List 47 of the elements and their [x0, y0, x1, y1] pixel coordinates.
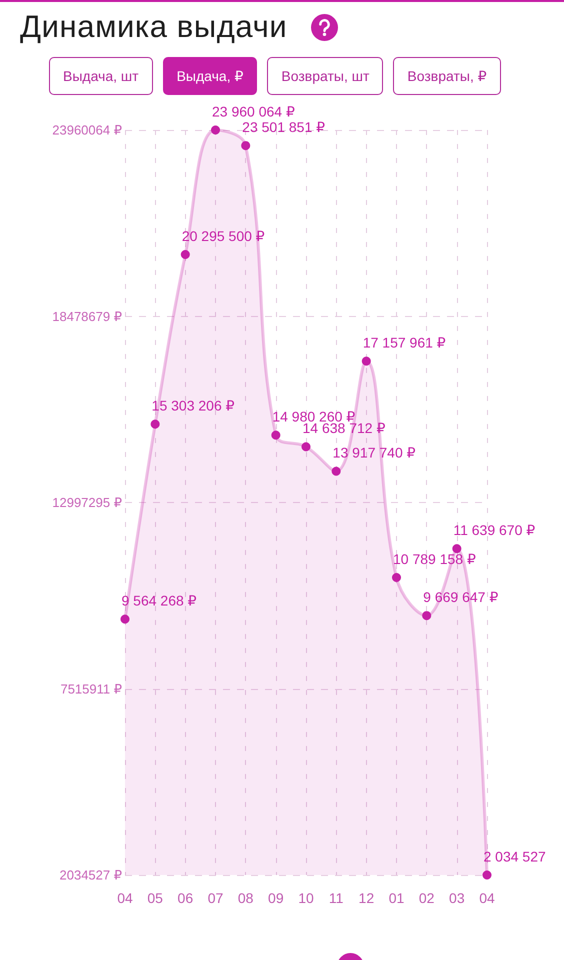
data-label: 11 639 670 ₽	[453, 522, 536, 538]
data-label: 23 960 064 ₽	[212, 104, 295, 120]
x-tick-label: 04	[117, 890, 133, 906]
point	[150, 420, 160, 429]
data-label: 10 789 158 ₽	[393, 551, 476, 568]
y-tick-label: 18478679 ₽	[52, 308, 122, 324]
point	[482, 870, 492, 880]
x-tick-label: 10	[298, 890, 314, 906]
y-tick-label: 2034527 ₽	[60, 868, 122, 882]
data-label: 17 157 961 ₽	[362, 334, 446, 351]
x-tick-label: 06	[178, 890, 194, 906]
point	[180, 250, 190, 260]
tab-button[interactable]: Возвраты, шт	[267, 57, 384, 95]
data-label: 15 303 206 ₽	[152, 398, 235, 414]
point	[241, 141, 250, 150]
tab-button[interactable]: Возвраты, ₽	[393, 57, 501, 95]
chart-title: Динамика выдачи	[20, 8, 288, 46]
x-tick-label: 02	[418, 890, 435, 906]
x-tick-label: 09	[268, 890, 284, 906]
x-tick-label: 04	[479, 890, 495, 906]
x-tick-label: 08	[238, 890, 254, 906]
point	[332, 466, 341, 476]
point	[211, 126, 220, 134]
x-tick-label: 11	[328, 890, 344, 906]
y-tick-label: 7515911 ₽	[60, 681, 122, 696]
point	[392, 573, 401, 582]
data-label: 20 295 500 ₽	[182, 228, 265, 244]
point	[302, 442, 310, 452]
data-label: 13 917 740 ₽	[332, 444, 416, 461]
data-label: 9 564 268 ₽	[122, 592, 197, 609]
x-tick-label: 05	[147, 890, 164, 906]
x-tick-label: 12	[358, 890, 374, 906]
tab-button[interactable]: Выдача, ₽	[162, 57, 258, 95]
y-tick-label: 23960064 ₽	[52, 122, 122, 138]
point	[120, 614, 130, 624]
y-tick-label: 12997295 ₽	[52, 495, 122, 510]
data-label: 2 034 527	[484, 848, 546, 864]
data-label: 9 669 647 ₽	[423, 589, 498, 606]
x-tick-label: 01	[388, 890, 404, 906]
x-tick-label: 03	[449, 890, 465, 906]
point	[362, 356, 371, 366]
point	[452, 544, 462, 554]
tab-button[interactable]: Выдача, шт	[49, 57, 153, 95]
data-label: 23 501 851 ₽	[242, 119, 326, 136]
x-tick-label: 07	[208, 890, 224, 906]
point	[271, 430, 280, 440]
point	[422, 611, 432, 620]
